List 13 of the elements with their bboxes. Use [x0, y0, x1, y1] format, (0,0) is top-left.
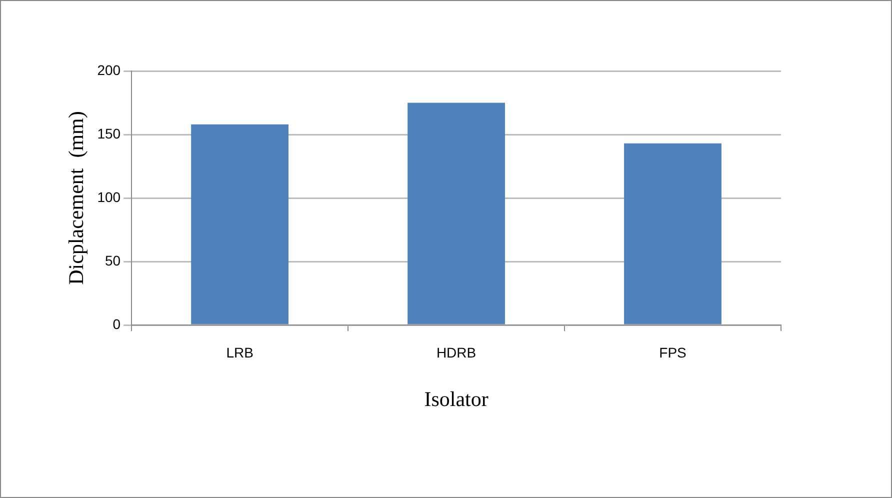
bar	[624, 143, 722, 324]
y-tick-label: 150	[97, 125, 121, 142]
y-tick-label: 200	[97, 62, 121, 78]
x-tick-label: HDRB	[436, 344, 476, 360]
y-tick-label: 0	[112, 316, 121, 332]
y-tick-label: 50	[104, 252, 121, 268]
bar	[191, 124, 289, 324]
y-axis-title: Dicplacement (mm)	[64, 111, 88, 285]
bar	[408, 102, 505, 324]
x-axis-title: Isolator	[424, 386, 488, 411]
x-tick-label: LRB	[226, 344, 254, 360]
y-tick-label: 100	[97, 188, 121, 205]
x-tick-label: FPS	[659, 344, 686, 360]
